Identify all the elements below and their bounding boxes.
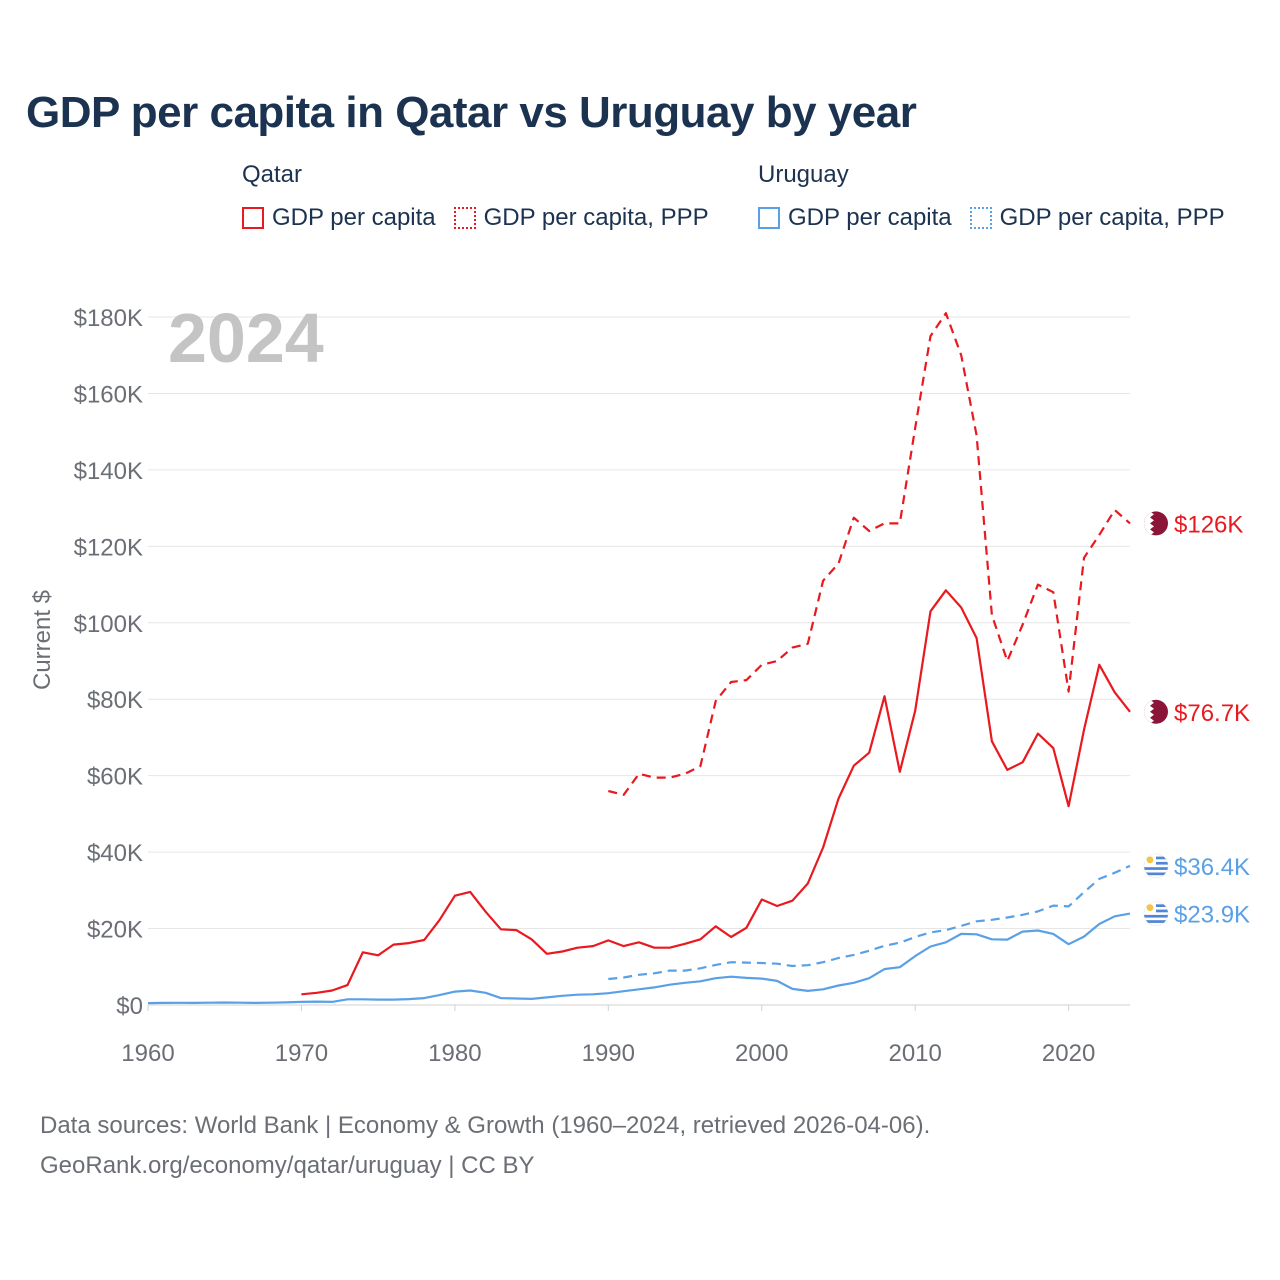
x-tick-label: 1990 [582,1040,635,1067]
flag-stripe [1144,867,1168,870]
series-line-1 [301,589,1131,996]
x-tick-label: 1970 [275,1040,328,1067]
y-tick-label: $160K [74,381,143,408]
legend-item-label: GDP per capita [788,204,952,231]
y-tick-label: $80K [87,687,143,714]
flag-serration [1144,511,1154,536]
y-tick-label: $0 [116,993,143,1020]
footer-credit: GeoRank.org/economy/qatar/uruguay | CC B… [40,1152,535,1179]
series-line-0 [608,312,1131,796]
series-end-label: $23.9K [1174,902,1250,929]
flag-sun [1146,856,1154,864]
legend-country-label: Qatar [242,161,303,188]
legend-group-qatar: Qatar GDP per capita GDP per capita, PPP [242,160,709,232]
y-axis-label: Current $ [29,590,56,690]
flag-stripe [1144,920,1168,923]
footer: Data sources: World Bank | Economy & Gro… [40,1106,930,1186]
legend-swatch-dotted-red [453,207,476,229]
y-tick-label: $120K [74,534,143,561]
legend-item-qatar-gdp[interactable]: GDP per capita [242,204,436,232]
legend-group-uruguay: Uruguay GDP per capita GDP per capita, P… [758,160,1225,232]
qatar-flag-icon [1144,699,1168,724]
legend-item-uruguay-gdp-ppp[interactable]: GDP per capita, PPP [969,204,1225,232]
legend-swatch-solid-blue [758,207,780,229]
x-tick-label: 1980 [428,1040,481,1067]
series-line-3 [147,912,1131,1005]
flag-stripe [1144,914,1168,918]
x-tick-label: 2010 [888,1040,941,1067]
legend-swatch-solid-red [242,207,264,229]
legend-swatch-dotted-blue [969,207,992,229]
series-end-label: $36.4K [1174,854,1250,881]
y-tick-label: $40K [87,840,143,867]
year-watermark: 2024 [168,299,324,377]
legend-item-label: GDP per capita, PPP [999,204,1225,231]
series-end-label: $126K [1174,511,1243,538]
y-tick-label: $140K [74,458,143,485]
flag-serration [1144,699,1154,724]
series-end-label: $76.7K [1174,700,1250,727]
line-chart: 2024 Current $ $0 $20K $40K $60K $80K $100K $1… [29,299,1250,1067]
flag-sun [1146,904,1154,911]
uruguay-flag-icon [1143,853,1169,879]
y-tick-label: $60K [87,764,143,791]
legend-item-label: GDP per capita [272,204,436,231]
x-tick-label: 1960 [121,1040,174,1067]
y-tick-label: $20K [87,917,143,944]
uruguay-flag-icon [1143,901,1169,926]
legend-item-uruguay-gdp[interactable]: GDP per capita [758,204,952,232]
x-tick-label: 2020 [1042,1040,1095,1067]
legend-item-label: GDP per capita, PPP [483,204,709,231]
legend-country-label: Uruguay [758,161,849,188]
footer-source: Data sources: World Bank | Economy & Gro… [40,1112,931,1139]
qatar-flag-icon [1144,511,1168,536]
chart-title: GDP per capita in Qatar vs Uruguay by ye… [26,88,917,137]
y-tick-label: $100K [74,611,143,638]
series-line-2 [608,864,1131,981]
legend-item-qatar-gdp-ppp[interactable]: GDP per capita, PPP [453,204,709,232]
y-tick-label: $180K [74,305,143,332]
flag-stripe [1144,872,1168,876]
x-tick-label: 2000 [735,1040,788,1067]
